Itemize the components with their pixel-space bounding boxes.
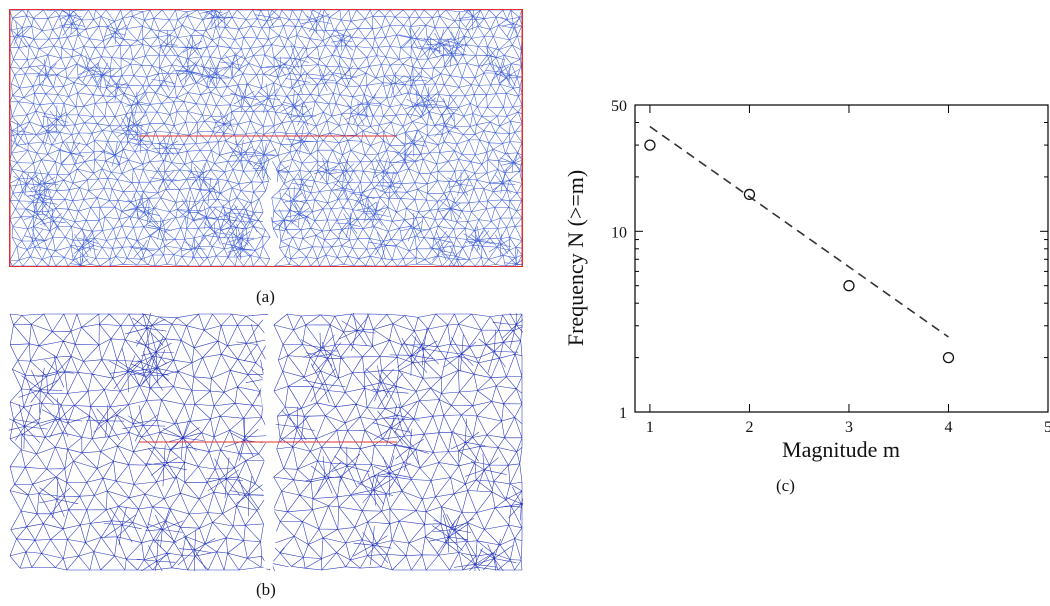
caption-c: (c) [776,476,795,495]
x-tick-label: 3 [845,419,853,436]
x-tick-label: 5 [1044,419,1050,436]
plot-frame [634,104,1049,413]
data-point [743,188,756,201]
fit-line [649,125,949,338]
mesh-edges [9,313,523,571]
x-axis-label: Magnitude m [782,437,900,462]
x-tick-label: 1 [646,419,654,436]
y-tick-label: 10 [611,224,627,241]
mesh-b-graphic [5,305,543,584]
x-tick-label: 2 [745,419,753,436]
fracture-mesh-panel-a [4,0,529,278]
y-tick-label: 50 [611,98,627,115]
caption-a: (a) [256,287,275,306]
mesh-hub-edges [4,0,529,278]
crack-gap [260,314,277,570]
tick-labels: 1 2 3 4 5 1 10 50 [611,98,1050,436]
axis-ticks [635,104,1049,413]
y-axis-label: Frequency N (>=m) [563,170,588,346]
data-point [644,139,656,151]
magnitude-frequency-chart: 1 2 3 4 5 1 10 50 Magnitude m Frequency N (>=m) [545,95,1050,480]
data-points [644,139,955,364]
mesh-edges [9,9,523,267]
chart-svg: 1 2 3 4 5 1 10 50 Magnitude m Frequency N (>=m) [563,98,1050,462]
data-point [942,351,955,364]
y-tick-label: 1 [619,405,627,422]
mesh-hub-edges [5,305,543,584]
data-point [843,280,855,292]
caption-b: (b) [256,580,276,599]
fracture-mesh-panel-b [5,305,543,584]
x-tick-label: 4 [944,419,952,436]
mesh-a-graphic [4,0,529,278]
